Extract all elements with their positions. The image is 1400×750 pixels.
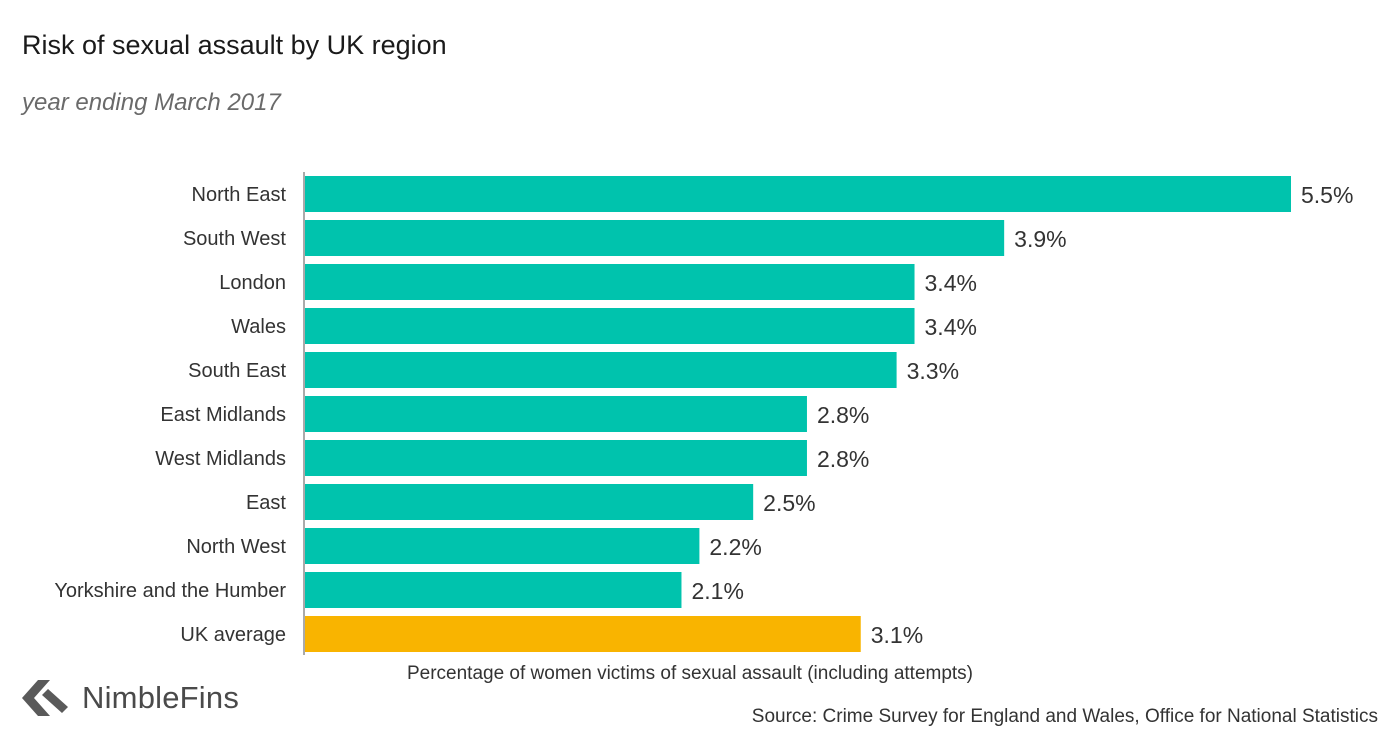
value-label-south-west: 3.9% bbox=[1014, 226, 1066, 252]
category-label-south-west: South West bbox=[183, 228, 286, 250]
bar-south-east bbox=[305, 352, 897, 388]
value-label-wales: 3.4% bbox=[925, 314, 977, 340]
nimblefins-arrow-icon bbox=[22, 680, 68, 716]
chart-title: Risk of sexual assault by UK region bbox=[22, 30, 447, 60]
value-label-west-midlands: 2.8% bbox=[817, 446, 869, 472]
category-label-east: East bbox=[246, 492, 286, 514]
chart-subtitle: year ending March 2017 bbox=[22, 89, 281, 116]
category-label-london: London bbox=[219, 272, 286, 294]
bar-wales bbox=[305, 308, 915, 344]
bars-layer: North East 5.5% South West 3.9% London 3.4% Wa… bbox=[54, 176, 1353, 652]
bar-uk-average bbox=[305, 616, 861, 652]
logo-text: NimbleFins bbox=[82, 680, 240, 715]
source-note: Source: Crime Survey for England and Wal… bbox=[751, 706, 1378, 727]
bar-london bbox=[305, 264, 915, 300]
value-label-london: 3.4% bbox=[925, 270, 977, 296]
category-label-west-midlands: West Midlands bbox=[155, 448, 286, 470]
category-label-east-midlands: East Midlands bbox=[160, 404, 286, 426]
value-label-yorkshire-and-the-humber: 2.1% bbox=[691, 578, 743, 604]
bar-north-east bbox=[305, 176, 1291, 212]
value-label-uk-average: 3.1% bbox=[871, 622, 923, 648]
value-label-east: 2.5% bbox=[763, 490, 815, 516]
bar-north-west bbox=[305, 528, 700, 564]
category-label-north-west: North West bbox=[186, 536, 286, 558]
category-label-wales: Wales bbox=[231, 316, 286, 338]
category-label-yorkshire-and-the-humber: Yorkshire and the Humber bbox=[54, 580, 286, 602]
bar-yorkshire-and-the-humber bbox=[305, 572, 682, 608]
bar-south-west bbox=[305, 220, 1005, 256]
category-label-uk-average: UK average bbox=[180, 624, 286, 646]
category-label-north-east: North East bbox=[192, 184, 287, 206]
nimblefins-logo: NimbleFins bbox=[22, 680, 239, 716]
bar-east-midlands bbox=[305, 396, 807, 432]
bar-east bbox=[305, 484, 754, 520]
x-axis-label: Percentage of women victims of sexual as… bbox=[407, 663, 973, 684]
category-label-south-east: South East bbox=[188, 360, 286, 382]
value-label-north-east: 5.5% bbox=[1301, 182, 1353, 208]
bar-west-midlands bbox=[305, 440, 807, 476]
value-label-east-midlands: 2.8% bbox=[817, 402, 869, 428]
value-label-north-west: 2.2% bbox=[709, 534, 761, 560]
value-label-south-east: 3.3% bbox=[907, 358, 959, 384]
